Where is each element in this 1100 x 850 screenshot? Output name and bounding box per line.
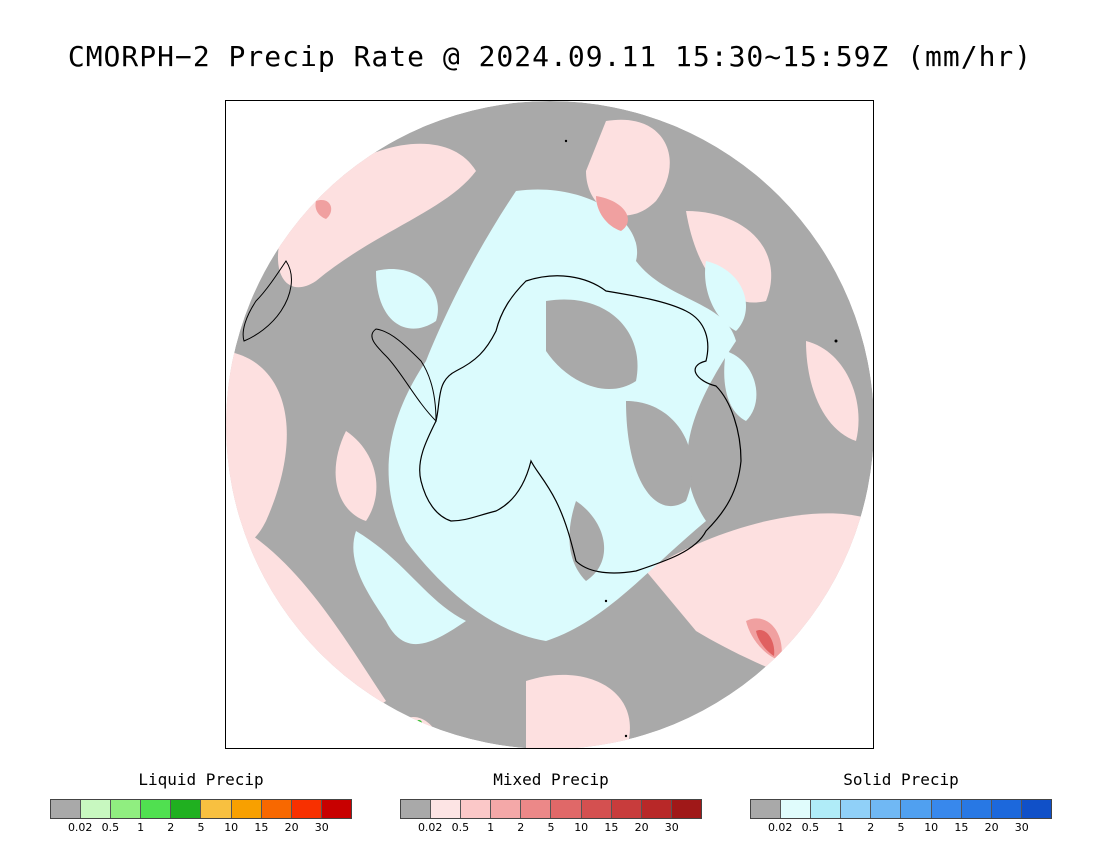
legend-title: Mixed Precip	[493, 770, 609, 789]
liquid-precip-legend: Liquid Precip 0.02 0.5 1 2 5 10 15 20 30	[50, 770, 352, 837]
legend-tick-label: 0.02	[417, 821, 443, 834]
legend-swatch	[171, 800, 202, 818]
legend-swatch	[841, 800, 872, 818]
continent-no-precip	[546, 299, 693, 581]
legend-title: Liquid Precip	[138, 770, 264, 789]
legend-tick-label: 0.02	[67, 821, 93, 834]
legend-tick-label: 0.5	[101, 821, 120, 834]
legend-swatch	[871, 800, 902, 818]
legend-swatch	[581, 800, 612, 818]
legend-swatch	[461, 800, 492, 818]
legend-tick-label: 30	[314, 821, 329, 834]
legend-title: Solid Precip	[843, 770, 959, 789]
legend-ticks: 0.02 0.5 1 2 5 10 15 20 30	[750, 821, 1052, 837]
solid-precip-areas	[353, 189, 757, 645]
legend-swatch	[431, 800, 462, 818]
polar-precip-map	[226, 101, 873, 748]
legend-tick-label: 1	[137, 821, 145, 834]
legend-swatch	[671, 800, 701, 818]
legend-tick-label: 2	[867, 821, 875, 834]
legend-tick-label: 20	[284, 821, 299, 834]
legend-tick-label: 0.5	[801, 821, 820, 834]
legend-tick-label: 15	[254, 821, 269, 834]
legend-tick-label: 0.5	[451, 821, 470, 834]
legend-tick-label: 15	[954, 821, 969, 834]
liquid-precip-spot	[416, 720, 422, 726]
legend-swatch	[231, 800, 262, 818]
antarctic-peninsula-coastline	[371, 328, 437, 423]
mixed-precip-moderate	[315, 196, 782, 661]
legend-tick-label: 20	[984, 821, 999, 834]
legend-swatch	[81, 800, 112, 818]
legend-swatch	[641, 800, 672, 818]
legend-swatch	[491, 800, 522, 818]
legend-colorbar	[400, 799, 702, 819]
mixed-precip-legend: Mixed Precip 0.02 0.5 1 2 5 10 15 20 30	[400, 770, 702, 837]
legend-tick-label: 5	[197, 821, 205, 834]
legend-swatch	[51, 800, 82, 818]
legend-tick-label: 30	[1014, 821, 1029, 834]
legend-swatch	[261, 800, 292, 818]
legend-tick-label: 0.02	[767, 821, 793, 834]
legend-tick-label: 10	[224, 821, 239, 834]
legend-colorbar	[750, 799, 1052, 819]
legend-tick-label: 15	[604, 821, 619, 834]
legend-swatch	[111, 800, 142, 818]
map-title: CMORPH−2 Precip Rate @ 2024.09.11 15:30~…	[67, 40, 1033, 73]
legend-tick-label: 5	[547, 821, 555, 834]
solid-precip-legend: Solid Precip 0.02 0.5 1 2 5 10 15 20 30	[750, 770, 1052, 837]
legend-swatch	[931, 800, 962, 818]
legend-swatch	[901, 800, 932, 818]
legend-swatch	[141, 800, 172, 818]
legend-tick-label: 30	[664, 821, 679, 834]
legend-tick-label: 10	[574, 821, 589, 834]
legend-tick-label: 1	[837, 821, 845, 834]
legend-tick-label: 10	[924, 821, 939, 834]
islands	[564, 139, 838, 738]
legend-swatch	[751, 800, 782, 818]
legend-swatch	[201, 800, 232, 818]
legend-colorbar	[50, 799, 352, 819]
legend-swatch	[1021, 800, 1051, 818]
legend-tick-label: 2	[167, 821, 175, 834]
south-america-coastline	[242, 260, 292, 342]
legend-swatch	[321, 800, 351, 818]
legend-ticks: 0.02 0.5 1 2 5 10 15 20 30	[400, 821, 702, 837]
legend-swatch	[811, 800, 842, 818]
legend-swatch	[961, 800, 992, 818]
legend-swatch	[781, 800, 812, 818]
legend-swatch	[991, 800, 1022, 818]
legend-tick-label: 2	[517, 821, 525, 834]
legend-tick-label: 1	[487, 821, 495, 834]
legend-swatch	[521, 800, 552, 818]
legend-swatch	[551, 800, 582, 818]
legend-swatch	[611, 800, 642, 818]
map-panel	[225, 100, 874, 749]
legend-tick-label: 5	[897, 821, 905, 834]
legend-ticks: 0.02 0.5 1 2 5 10 15 20 30	[50, 821, 352, 837]
legend-tick-label: 20	[634, 821, 649, 834]
legend-swatch	[291, 800, 322, 818]
legend-swatch	[401, 800, 432, 818]
